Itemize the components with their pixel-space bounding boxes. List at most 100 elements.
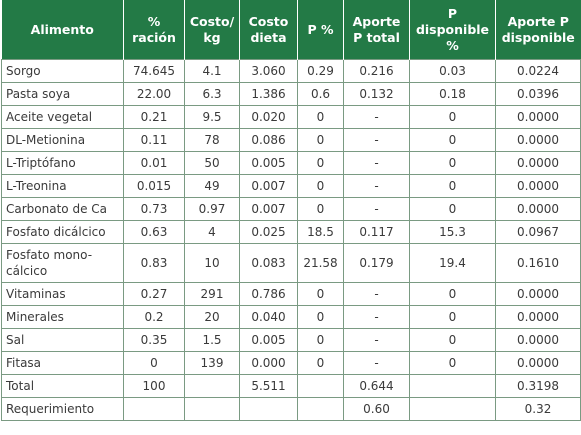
cell-p-disponible: 0 (409, 197, 496, 221)
cell-racion: 22.00 (123, 82, 185, 106)
cell-costo-kg: 9.5 (184, 105, 240, 129)
cell-costo-kg: 0.97 (184, 197, 240, 221)
cell-costo-dieta: 0.086 (239, 128, 298, 152)
cell-costo-kg (184, 397, 240, 421)
cell-costo-kg: 10 (184, 243, 240, 283)
cell-racion: 0.27 (123, 282, 185, 306)
cell-aporte-p-disponible: 0.0224 (495, 59, 581, 83)
cell-racion: 0.21 (123, 105, 185, 129)
cell-aporte-p-disponible: 0.0000 (495, 351, 581, 375)
cell-racion: 100 (123, 374, 185, 398)
cell-racion: 0.11 (123, 128, 185, 152)
cell-costo-dieta: 1.386 (239, 82, 298, 106)
cell-costo-kg: 4 (184, 220, 240, 244)
cell-costo-dieta: 3.060 (239, 59, 298, 83)
cell-p-disponible (409, 397, 496, 421)
cell-racion: 0.73 (123, 197, 185, 221)
cell-racion: 0.01 (123, 151, 185, 175)
cell-aporte-p-total: - (343, 351, 410, 375)
cell-aporte-p-total: 0.60 (343, 397, 410, 421)
header-costo-dieta: Costo dieta (239, 0, 298, 60)
cell-p: 0 (297, 351, 344, 375)
cell-alimento: DL-Metionina (1, 128, 124, 152)
cell-p-disponible: 19.4 (409, 243, 496, 283)
cell-racion: 0.35 (123, 328, 185, 352)
cell-p-disponible: 15.3 (409, 220, 496, 244)
cell-costo-dieta: 0.007 (239, 174, 298, 198)
table-row: Sal 0.35 1.5 0.005 0 - 0 0.0000 (1, 328, 581, 352)
cell-costo-kg: 291 (184, 282, 240, 306)
header-row: Alimento % ración Costo/ kg Costo dieta … (1, 0, 581, 60)
cell-aporte-p-disponible: 0.1610 (495, 243, 581, 283)
cell-alimento: Sal (1, 328, 124, 352)
cell-racion: 0.83 (123, 243, 185, 283)
requirement-row: Requerimiento 0.60 0.32 (1, 397, 581, 421)
cell-racion: 0 (123, 351, 185, 375)
cell-costo-dieta: 0.020 (239, 105, 298, 129)
cell-p-disponible: 0 (409, 282, 496, 306)
cell-p-disponible: 0.18 (409, 82, 496, 106)
cell-p-disponible: 0 (409, 105, 496, 129)
cell-alimento: Pasta soya (1, 82, 124, 106)
cell-costo-kg: 20 (184, 305, 240, 329)
header-alimento: Alimento (1, 0, 124, 60)
cell-p-disponible: 0 (409, 128, 496, 152)
cell-racion (123, 397, 185, 421)
total-row: Total 100 5.511 0.644 0.3198 (1, 374, 581, 398)
table-row: L-Treonina 0.015 49 0.007 0 - 0 0.0000 (1, 174, 581, 198)
cell-p-disponible (409, 374, 496, 398)
cell-aporte-p-total: - (343, 328, 410, 352)
cell-costo-kg (184, 374, 240, 398)
cell-p: 18.5 (297, 220, 344, 244)
cell-aporte-p-disponible: 0.0000 (495, 151, 581, 175)
table-row: DL-Metionina 0.11 78 0.086 0 - 0 0.0000 (1, 128, 581, 152)
cell-alimento: Vitaminas (1, 282, 124, 306)
cell-p (297, 397, 344, 421)
cell-p: 0 (297, 282, 344, 306)
table-row: Sorgo 74.645 4.1 3.060 0.29 0.216 0.03 0… (1, 59, 581, 83)
cell-p (297, 374, 344, 398)
cell-aporte-p-disponible: 0.0000 (495, 128, 581, 152)
cell-alimento: Minerales (1, 305, 124, 329)
cell-p: 0 (297, 305, 344, 329)
cell-costo-kg: 50 (184, 151, 240, 175)
cell-alimento: Requerimiento (1, 397, 124, 421)
cell-aporte-p-total: - (343, 151, 410, 175)
table-row: Fitasa 0 139 0.000 0 - 0 0.0000 (1, 351, 581, 375)
cell-p-disponible: 0 (409, 351, 496, 375)
cell-aporte-p-disponible: 0.0000 (495, 174, 581, 198)
cell-alimento: Fitasa (1, 351, 124, 375)
cell-p-disponible: 0.03 (409, 59, 496, 83)
table-row: L-Triptófano 0.01 50 0.005 0 - 0 0.0000 (1, 151, 581, 175)
cell-p: 0 (297, 105, 344, 129)
cell-p: 0 (297, 151, 344, 175)
table-row: Pasta soya 22.00 6.3 1.386 0.6 0.132 0.1… (1, 82, 581, 106)
cell-p: 0 (297, 128, 344, 152)
cell-racion: 0.015 (123, 174, 185, 198)
cell-aporte-p-total: - (343, 105, 410, 129)
header-aporte-p-total: Aporte P total (343, 0, 410, 60)
table-row: Vitaminas 0.27 291 0.786 0 - 0 0.0000 (1, 282, 581, 306)
cell-aporte-p-disponible: 0.3198 (495, 374, 581, 398)
cell-alimento: Total (1, 374, 124, 398)
cell-costo-dieta (239, 397, 298, 421)
cell-costo-dieta: 0.005 (239, 328, 298, 352)
cell-p: 0 (297, 197, 344, 221)
table-row: Fosfato dicálcico 0.63 4 0.025 18.5 0.11… (1, 220, 581, 244)
cell-costo-kg: 78 (184, 128, 240, 152)
cell-racion: 0.2 (123, 305, 185, 329)
table-row: Carbonato de Ca 0.73 0.97 0.007 0 - 0 0.… (1, 197, 581, 221)
header-aporte-p-disponible: Aporte P disponible (495, 0, 581, 60)
cell-aporte-p-disponible: 0.32 (495, 397, 581, 421)
table-row: Aceite vegetal 0.21 9.5 0.020 0 - 0 0.00… (1, 105, 581, 129)
cell-costo-dieta: 0.007 (239, 197, 298, 221)
cell-costo-kg: 6.3 (184, 82, 240, 106)
cell-alimento: Carbonato de Ca (1, 197, 124, 221)
cell-aporte-p-disponible: 0.0967 (495, 220, 581, 244)
cell-p-disponible: 0 (409, 174, 496, 198)
cell-costo-dieta: 5.511 (239, 374, 298, 398)
cell-alimento: Fosfato dicálcico (1, 220, 124, 244)
cell-p-disponible: 0 (409, 151, 496, 175)
cell-aporte-p-total: - (343, 197, 410, 221)
cell-aporte-p-total: - (343, 305, 410, 329)
